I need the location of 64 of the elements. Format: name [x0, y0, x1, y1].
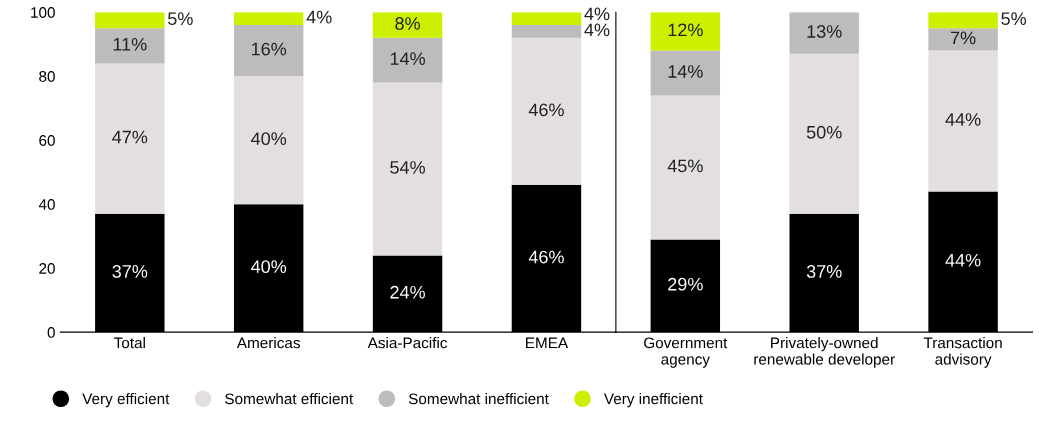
x-tick-label: Transaction advisory — [923, 337, 1002, 368]
data-label: 44% — [945, 113, 981, 126]
data-label: 37% — [112, 265, 148, 278]
data-label: 44% — [945, 253, 981, 267]
bar — [95, 12, 165, 29]
bar — [928, 50, 998, 192]
bar — [650, 50, 721, 96]
bar — [372, 82, 443, 256]
data-label: 40% — [251, 132, 287, 146]
data-label: 46% — [528, 250, 564, 264]
bar — [233, 76, 304, 205]
bar — [372, 12, 443, 38]
data-label: 45% — [667, 159, 703, 173]
data-label: 13% — [807, 25, 842, 38]
data-label: 50% — [806, 125, 842, 139]
data-label: 47% — [112, 130, 148, 144]
y-tick-label: 20 — [39, 263, 55, 274]
data-label: 8% — [395, 17, 420, 30]
data-label: 11% — [113, 37, 147, 51]
data-label: 37% — [806, 265, 842, 278]
bar — [511, 25, 582, 38]
bar — [511, 37, 582, 185]
bar — [789, 12, 859, 54]
bar — [650, 95, 721, 240]
bar — [789, 53, 859, 214]
data-label: 4% — [584, 23, 610, 37]
legend-label: Somewhat inefficient — [408, 393, 549, 405]
data-label: 5% — [1001, 12, 1027, 26]
x-tick-label: Government agency — [644, 337, 728, 368]
bar — [650, 12, 721, 51]
y-tick-label: 40 — [38, 199, 55, 210]
data-label: 12% — [668, 23, 703, 37]
bar — [95, 63, 165, 214]
x-tick-label: EMEA — [526, 337, 569, 349]
data-label: 14% — [668, 65, 703, 78]
x-tick-label: Americas — [236, 337, 300, 349]
y-tick-label: 100 — [31, 7, 55, 18]
data-label: 4% — [584, 7, 610, 21]
data-label: 7% — [950, 31, 976, 45]
x-tick-label: Privately-owned renewable developer — [754, 337, 895, 368]
data-label: 4% — [306, 10, 332, 24]
y-tick-label: 80 — [39, 71, 55, 82]
bar — [95, 28, 165, 64]
data-label: 29% — [668, 277, 703, 291]
y-tick-label: 60 — [39, 135, 55, 146]
bar — [928, 28, 998, 51]
bar — [372, 37, 443, 83]
bar — [233, 12, 304, 26]
bar — [233, 25, 304, 77]
y-tick-label: 0 — [47, 327, 55, 338]
data-label: 54% — [390, 161, 425, 174]
bar — [928, 12, 998, 29]
data-label: 40% — [251, 260, 287, 274]
data-label: 16% — [251, 42, 287, 56]
legend-label: Somewhat efficient — [225, 393, 354, 405]
legend-label: Very inefficient — [603, 393, 703, 408]
data-label: 24% — [390, 285, 425, 299]
legend-label: Very efficient — [82, 393, 170, 408]
x-tick-label: Asia-Pacific — [367, 337, 448, 349]
x-tick-label: Total — [114, 337, 145, 349]
bar — [511, 12, 582, 26]
data-label: 46% — [528, 103, 564, 117]
data-label: 14% — [390, 52, 425, 65]
data-label: 5% — [168, 12, 193, 26]
